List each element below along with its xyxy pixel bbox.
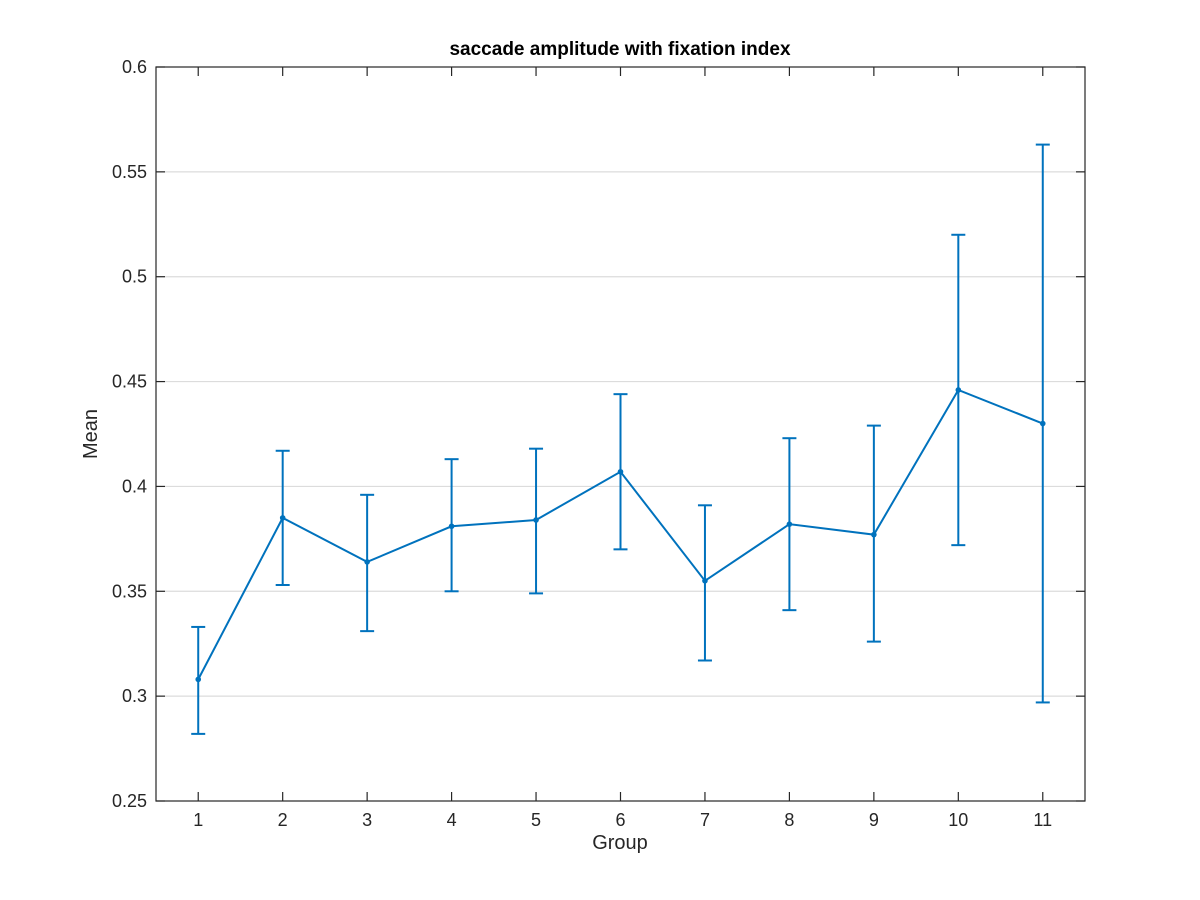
y-axis-label: Mean	[80, 409, 102, 459]
y-tick-label: 0.25	[112, 791, 147, 811]
x-tick-label: 5	[531, 810, 541, 830]
data-point	[533, 517, 539, 523]
data-series	[191, 143, 1050, 735]
x-tick-label: 4	[447, 810, 457, 830]
y-tick-label: 0.3	[122, 686, 147, 706]
data-point	[195, 676, 202, 683]
x-tick-label: 9	[869, 810, 879, 830]
data-point	[871, 531, 877, 538]
data-point	[702, 578, 708, 584]
x-tick-label: 3	[362, 810, 372, 830]
y-tick-label: 0.4	[122, 476, 147, 496]
x-tick-label: 11	[1033, 810, 1052, 830]
data-point	[955, 387, 962, 393]
chart-title: saccade amplitude with fixation index	[449, 39, 790, 60]
x-tick-label: 8	[784, 810, 794, 830]
data-point	[279, 515, 286, 521]
y-tick-label: 0.55	[112, 162, 147, 182]
x-tick-label: 10	[948, 810, 968, 830]
x-axis-label: Group	[592, 832, 648, 854]
data-point	[786, 521, 793, 527]
x-tick-label: 2	[278, 810, 288, 830]
axes	[155, 66, 1086, 802]
data-point	[1039, 420, 1046, 427]
y-tick-label: 0.6	[122, 57, 147, 77]
data-point	[448, 523, 455, 530]
data-point	[364, 559, 370, 565]
data-point	[617, 468, 624, 475]
x-tick-label: 7	[700, 810, 710, 830]
y-tick-label: 0.5	[122, 267, 147, 287]
x-tick-label: 6	[615, 810, 625, 830]
tick-labels: 0.25 0.3 0.35 0.4 0.45 0.5 0.55 0.6 1 2 3 4 5 6 7 8 9 10 1…	[112, 57, 1052, 830]
x-tick-label: 1	[193, 810, 203, 830]
y-tick-label: 0.45	[112, 372, 147, 392]
y-tick-label: 0.35	[112, 581, 147, 601]
